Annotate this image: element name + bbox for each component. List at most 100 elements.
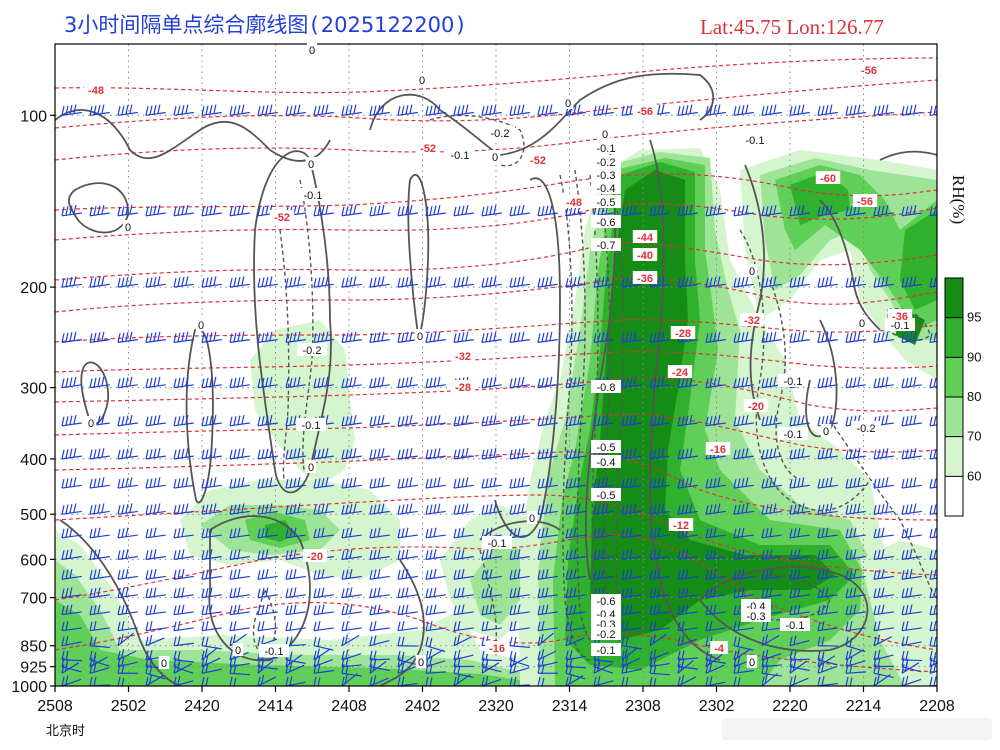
wind-barb — [817, 376, 838, 389]
wind-barb — [621, 549, 642, 560]
wind-barb — [593, 675, 614, 686]
wind-barb — [341, 604, 362, 616]
wind-barb — [61, 662, 80, 674]
wind-barb — [929, 504, 937, 515]
wind-barb — [873, 604, 894, 616]
wind-barb — [341, 448, 362, 460]
wind-barb — [593, 527, 614, 539]
wind-barb — [89, 376, 110, 389]
wind-barb — [509, 376, 530, 389]
vv-label-bg — [591, 607, 621, 620]
vertical-velocity-label: -0.5 — [597, 442, 616, 454]
wind-barb — [397, 331, 418, 343]
wind-barb — [621, 568, 642, 580]
colorbar-segment — [945, 357, 963, 397]
wind-barb — [285, 587, 306, 599]
rh-area-low-ll-mid — [470, 540, 520, 625]
x-tick-label: 2320 — [478, 698, 514, 715]
wind-barb — [145, 674, 164, 686]
wind-barb — [649, 415, 670, 427]
wind-barb — [705, 477, 726, 489]
wind-barb — [677, 587, 698, 599]
wind-barb — [61, 650, 83, 662]
wind-barb — [705, 376, 726, 389]
wind-barb — [677, 621, 698, 632]
wind-barb — [61, 415, 82, 427]
wind-barb — [397, 568, 418, 580]
wind-barb — [313, 276, 334, 288]
wind-barb — [341, 376, 362, 389]
vertical-velocity-label: -0.7 — [597, 240, 616, 252]
wind-barb — [89, 104, 110, 116]
wind-barb — [61, 477, 82, 489]
wind-barb — [901, 662, 920, 674]
wind-barb — [201, 376, 222, 389]
wind-barb — [117, 331, 138, 343]
wind-barb — [901, 549, 922, 560]
x-tick-label: 2314 — [552, 698, 588, 715]
wind-barb — [201, 415, 222, 427]
wind-barb — [201, 676, 223, 686]
vv-label-bg — [591, 238, 621, 251]
wind-barb — [761, 621, 782, 632]
wind-barb — [873, 649, 894, 661]
wind-barb — [761, 415, 782, 427]
wind-barb — [593, 415, 614, 427]
wind-barb — [369, 604, 390, 616]
wind-barb — [789, 568, 810, 580]
wind-barb — [621, 477, 642, 489]
vertical-velocity-label: -0.1 — [784, 376, 803, 388]
wind-barb — [845, 568, 866, 580]
wind-barb — [341, 649, 362, 661]
wind-barb — [397, 636, 419, 647]
wind-barb — [677, 477, 698, 489]
wind-barb — [89, 204, 110, 217]
wind-barb — [761, 276, 782, 288]
vv-label-bg — [122, 220, 134, 233]
vv-label-bg — [297, 343, 327, 356]
wind-barb — [677, 635, 698, 647]
vv-label-bg — [746, 264, 758, 277]
wind-barb — [313, 604, 334, 616]
wind-barb — [649, 477, 670, 489]
wind-barb — [873, 587, 894, 599]
wind-barb — [733, 663, 754, 674]
wind-barb — [929, 377, 937, 389]
wind-barb — [761, 649, 782, 661]
wind-barb — [369, 635, 390, 647]
wind-barb — [61, 204, 82, 217]
wind-barb — [313, 104, 334, 116]
wind-barb — [173, 503, 194, 515]
wind-barb — [873, 448, 894, 460]
wind-barb — [537, 104, 558, 116]
wind-barb — [229, 448, 250, 460]
wind-barb — [201, 503, 222, 515]
wind-barb — [341, 657, 362, 668]
x-tick-label: 2414 — [258, 698, 294, 715]
wind-barb — [173, 104, 194, 116]
wind-barb — [817, 527, 838, 539]
colorbar-tick-label: 70 — [967, 429, 981, 444]
wind-barb — [341, 634, 360, 647]
temp-label-bg — [525, 153, 551, 166]
wind-barb — [173, 415, 194, 427]
wind-barb — [761, 503, 782, 515]
vv-label-bg — [85, 416, 97, 429]
wind-barb — [369, 568, 390, 580]
wind-barb — [369, 587, 390, 599]
wind-barb — [89, 276, 110, 288]
wind-barb — [649, 331, 670, 343]
wind-barb — [285, 568, 306, 580]
wind-barb — [761, 672, 778, 686]
wind-barb — [621, 527, 642, 539]
vv-label-bg — [526, 511, 538, 524]
wind-barb — [621, 655, 641, 668]
wind-barb — [845, 477, 866, 489]
vertical-velocity-label: 0 — [418, 657, 424, 669]
vv-label-bg — [851, 421, 881, 434]
wind-barb — [341, 621, 362, 632]
wind-barb — [369, 415, 390, 427]
wind-barb — [565, 276, 586, 288]
wind-barb — [817, 568, 838, 580]
